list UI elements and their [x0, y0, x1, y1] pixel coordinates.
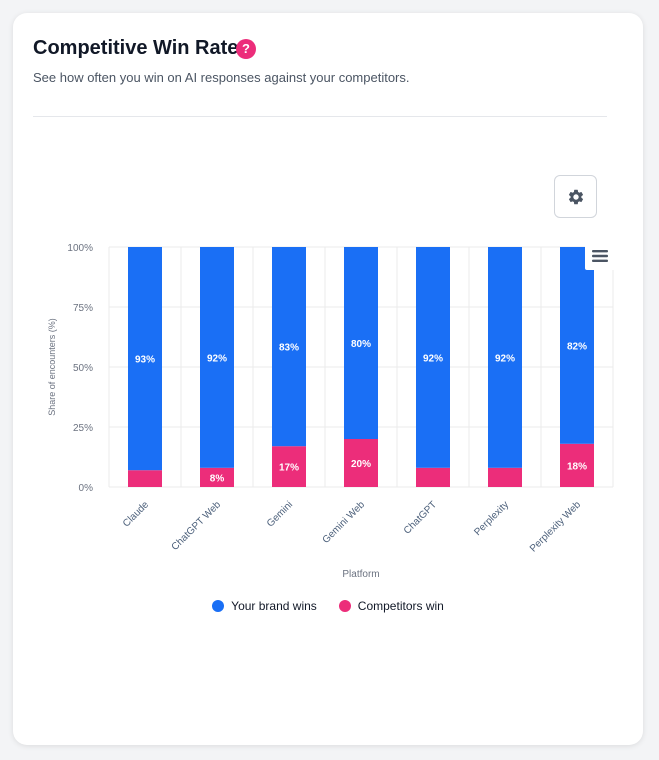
x-category-label: Perplexity Web [528, 499, 584, 555]
x-category-label: Gemini [265, 499, 295, 529]
data-label-competitors: 8% [210, 473, 225, 484]
legend-item-brand[interactable]: Your brand wins [212, 599, 317, 613]
settings-button[interactable] [554, 175, 597, 218]
data-label-brand: 93% [135, 355, 155, 366]
data-label-brand: 92% [495, 353, 515, 364]
bar-brand [416, 247, 450, 468]
data-label-brand: 83% [279, 343, 299, 354]
chart-menu-button[interactable] [585, 242, 615, 270]
legend-item-competitors[interactable]: Competitors win [338, 599, 444, 613]
data-label-competitors: 20% [351, 459, 371, 470]
data-label-competitors: 17% [279, 463, 299, 474]
bar-brand [200, 247, 234, 468]
legend-swatch-competitors [338, 600, 351, 612]
hamburger-menu-icon [592, 250, 608, 262]
data-label-brand: 82% [567, 341, 587, 352]
y-tick-label: 25% [73, 423, 93, 434]
x-category-label: Perplexity [472, 499, 511, 538]
bar-competitors [200, 467, 234, 487]
bar-competitors [128, 470, 162, 487]
y-tick-label: 75% [73, 303, 93, 314]
chart-legend: Your brand wins Competitors win [13, 599, 643, 613]
divider [33, 116, 607, 117]
help-icon[interactable]: ? [236, 39, 256, 59]
bar-competitors [344, 439, 378, 487]
y-tick-label: 0% [79, 483, 94, 494]
bar-competitors [416, 467, 450, 487]
win-rate-card: Competitive Win Rate ? See how often you… [13, 13, 643, 745]
card-title: Competitive Win Rate [33, 37, 239, 59]
x-axis-title: Platform [342, 569, 379, 580]
data-label-brand: 80% [351, 339, 371, 350]
bar-brand [272, 247, 306, 447]
bar-brand [488, 247, 522, 468]
x-category-label: ChatGPT Web [170, 499, 224, 553]
legend-swatch-brand [212, 600, 225, 612]
gear-icon [568, 189, 583, 204]
bar-competitors [488, 467, 522, 487]
legend-label-brand: Your brand wins [231, 599, 317, 613]
bar-competitors [560, 443, 594, 487]
x-category-label: Gemini Web [321, 499, 368, 546]
bar-brand [128, 247, 162, 471]
data-label-brand: 92% [207, 353, 227, 364]
x-category-label: ChatGPT [402, 499, 439, 536]
y-tick-label: 100% [67, 243, 93, 254]
card-subtitle: See how often you win on AI responses ag… [33, 70, 410, 85]
x-category-label: Claude [121, 499, 151, 529]
legend-label-competitors: Competitors win [357, 599, 444, 613]
data-label-brand: 92% [423, 353, 443, 364]
bar-brand [560, 247, 594, 444]
data-label-competitors: 18% [567, 461, 587, 472]
y-axis-title: Share of encounters (%) [47, 318, 57, 416]
bar-competitors [272, 446, 306, 487]
win-rate-chart: 93% 92% 8% 83% 17% 80% 20% 92% 92% 82% 18% 0% 25% 50… [47, 243, 614, 580]
bar-brand [344, 247, 378, 439]
y-tick-label: 50% [73, 363, 93, 374]
